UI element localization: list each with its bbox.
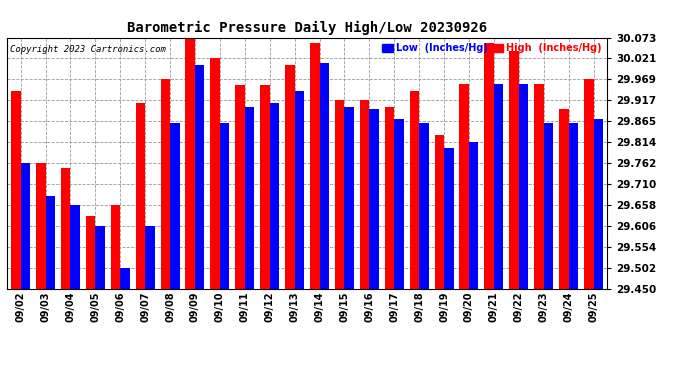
- Bar: [544, 123, 553, 289]
- Bar: [21, 163, 30, 289]
- Bar: [469, 142, 478, 289]
- Bar: [460, 84, 469, 289]
- Bar: [444, 148, 453, 289]
- Bar: [136, 103, 145, 289]
- Bar: [584, 80, 593, 289]
- Bar: [319, 63, 329, 289]
- Bar: [509, 51, 519, 289]
- Bar: [410, 91, 419, 289]
- Bar: [344, 107, 354, 289]
- Bar: [494, 84, 503, 289]
- Bar: [335, 100, 344, 289]
- Bar: [210, 58, 220, 289]
- Bar: [569, 123, 578, 289]
- Bar: [70, 205, 80, 289]
- Bar: [593, 119, 603, 289]
- Bar: [161, 79, 170, 289]
- Bar: [46, 196, 55, 289]
- Bar: [145, 226, 155, 289]
- Legend: Low  (Inches/Hg), High  (Inches/Hg): Low (Inches/Hg), High (Inches/Hg): [381, 42, 602, 54]
- Bar: [559, 109, 569, 289]
- Bar: [195, 65, 204, 289]
- Bar: [394, 119, 404, 289]
- Bar: [310, 43, 319, 289]
- Bar: [235, 85, 245, 289]
- Bar: [86, 216, 95, 289]
- Bar: [360, 100, 369, 289]
- Bar: [285, 65, 295, 289]
- Bar: [270, 103, 279, 289]
- Bar: [385, 107, 394, 289]
- Bar: [484, 43, 494, 289]
- Bar: [111, 205, 120, 289]
- Bar: [95, 226, 105, 289]
- Bar: [369, 109, 379, 289]
- Text: Copyright 2023 Cartronics.com: Copyright 2023 Cartronics.com: [10, 45, 166, 54]
- Bar: [61, 168, 70, 289]
- Bar: [36, 163, 46, 289]
- Bar: [419, 123, 428, 289]
- Bar: [220, 123, 229, 289]
- Bar: [295, 91, 304, 289]
- Bar: [519, 84, 529, 289]
- Bar: [186, 38, 195, 289]
- Bar: [435, 135, 444, 289]
- Bar: [170, 123, 179, 289]
- Bar: [534, 84, 544, 289]
- Bar: [120, 268, 130, 289]
- Bar: [260, 85, 270, 289]
- Bar: [11, 91, 21, 289]
- Bar: [245, 107, 254, 289]
- Title: Barometric Pressure Daily High/Low 20230926: Barometric Pressure Daily High/Low 20230…: [127, 21, 487, 35]
